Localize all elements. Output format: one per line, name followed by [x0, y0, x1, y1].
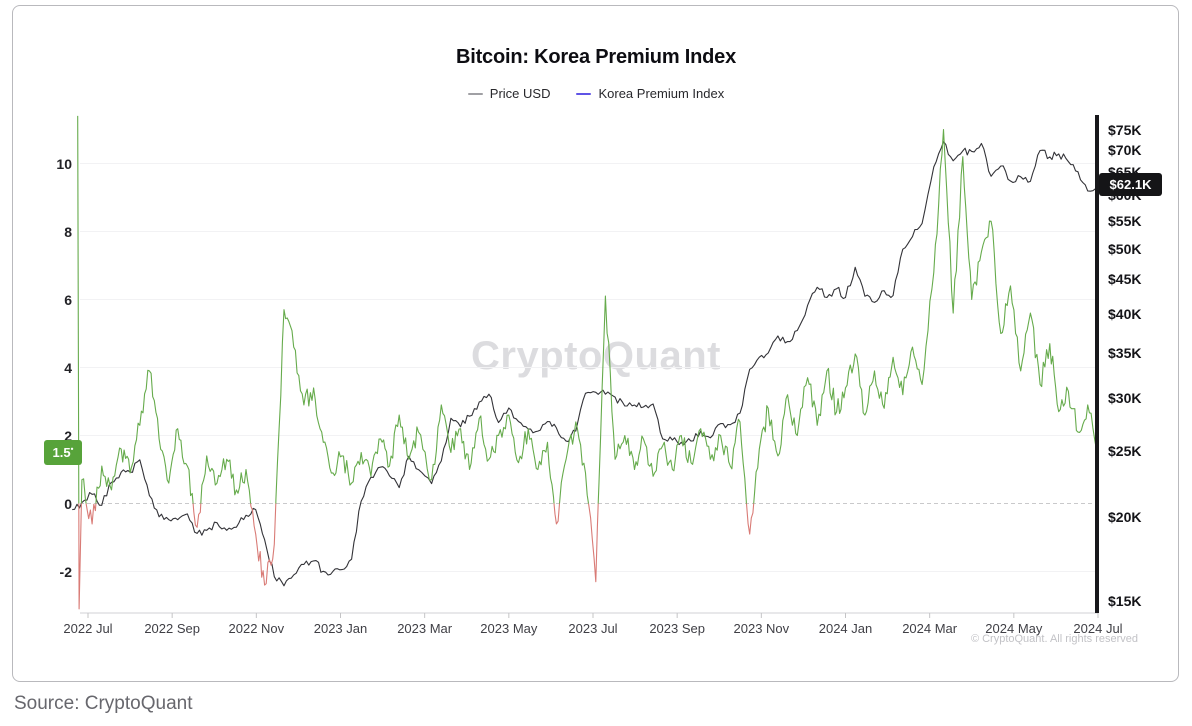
x-axis-tick-label: 2023 Jan — [313, 621, 368, 636]
x-axis-tick-label: 2023 Sep — [649, 621, 705, 636]
x-axis-tick-label: 2023 Jul — [568, 621, 618, 636]
price-current-value-badge: $62.1K — [1099, 173, 1162, 196]
x-axis-tick-label: 2023 May — [480, 621, 538, 636]
right-axis-tick-label: $35K — [1108, 344, 1142, 361]
x-axis-tick-label: 2023 Mar — [397, 621, 453, 636]
right-axis-tick-label: $75K — [1108, 121, 1142, 138]
cryptoquant-watermark: CryptoQuant — [471, 334, 721, 378]
right-axis-tick-label: $45K — [1108, 271, 1142, 288]
x-axis-tick-label: 2023 Nov — [733, 621, 790, 636]
x-axis-tick-label: 2022 Sep — [144, 621, 200, 636]
korea-premium-line-positive — [77, 115, 1095, 504]
left-axis-tick-label: 4 — [64, 359, 72, 376]
x-axis-tick-label: 2022 Nov — [228, 621, 285, 636]
x-axis-tick-label: 2024 May — [985, 621, 1043, 636]
chart-card — [12, 5, 1179, 682]
right-axis-tick-label: $55K — [1108, 212, 1142, 229]
legend: Price USD Korea Premium Index — [0, 86, 1192, 101]
premium-current-value-badge: 1.5• — [44, 440, 82, 465]
price-usd-line — [72, 140, 1095, 587]
x-axis-tick-label: 2022 Jul — [63, 621, 113, 636]
chart-title: Bitcoin: Korea Premium Index — [455, 46, 736, 68]
legend-label-korea-premium: Korea Premium Index — [598, 86, 725, 101]
legend-item-price-usd[interactable]: Price USD — [467, 86, 551, 101]
right-axis-bar — [1095, 115, 1099, 613]
left-axis-tick-label: 2 — [64, 427, 72, 444]
legend-dash-price-icon — [467, 92, 483, 95]
right-axis-tick-label: $30K — [1108, 390, 1142, 407]
right-axis-tick-label: $25K — [1108, 443, 1142, 460]
legend-label-price-usd: Price USD — [489, 86, 551, 101]
copyright-note: © CryptoQuant. All rights reserved — [970, 633, 1138, 645]
right-axis-tick-label: $15K — [1108, 593, 1142, 609]
left-axis-tick-label: 0 — [64, 495, 72, 512]
right-axis-tick-label: $70K — [1108, 142, 1142, 159]
left-axis-tick-label: -2 — [59, 563, 72, 580]
x-axis-tick-label: 2024 Jul — [1073, 621, 1123, 636]
premium-current-value: 1.5 — [52, 445, 71, 460]
right-axis-tick-label: $20K — [1108, 508, 1142, 525]
korea-premium-line-negative — [78, 503, 755, 610]
right-axis-tick-label: $50K — [1108, 240, 1142, 257]
x-axis-tick-label: 2024 Jan — [818, 621, 873, 636]
left-axis-tick-label: 6 — [64, 291, 72, 308]
right-axis-tick-label: $40K — [1108, 305, 1142, 322]
left-axis-tick-label: 10 — [56, 155, 72, 172]
legend-dash-premium-icon — [576, 92, 592, 95]
premium-current-value-marker: • — [70, 444, 74, 454]
legend-item-korea-premium[interactable]: Korea Premium Index — [576, 86, 724, 101]
source-caption: Source: CryptoQuant — [14, 693, 193, 714]
x-axis-tick-label: 2024 Mar — [902, 621, 958, 636]
left-axis-tick-label: 8 — [64, 223, 72, 240]
